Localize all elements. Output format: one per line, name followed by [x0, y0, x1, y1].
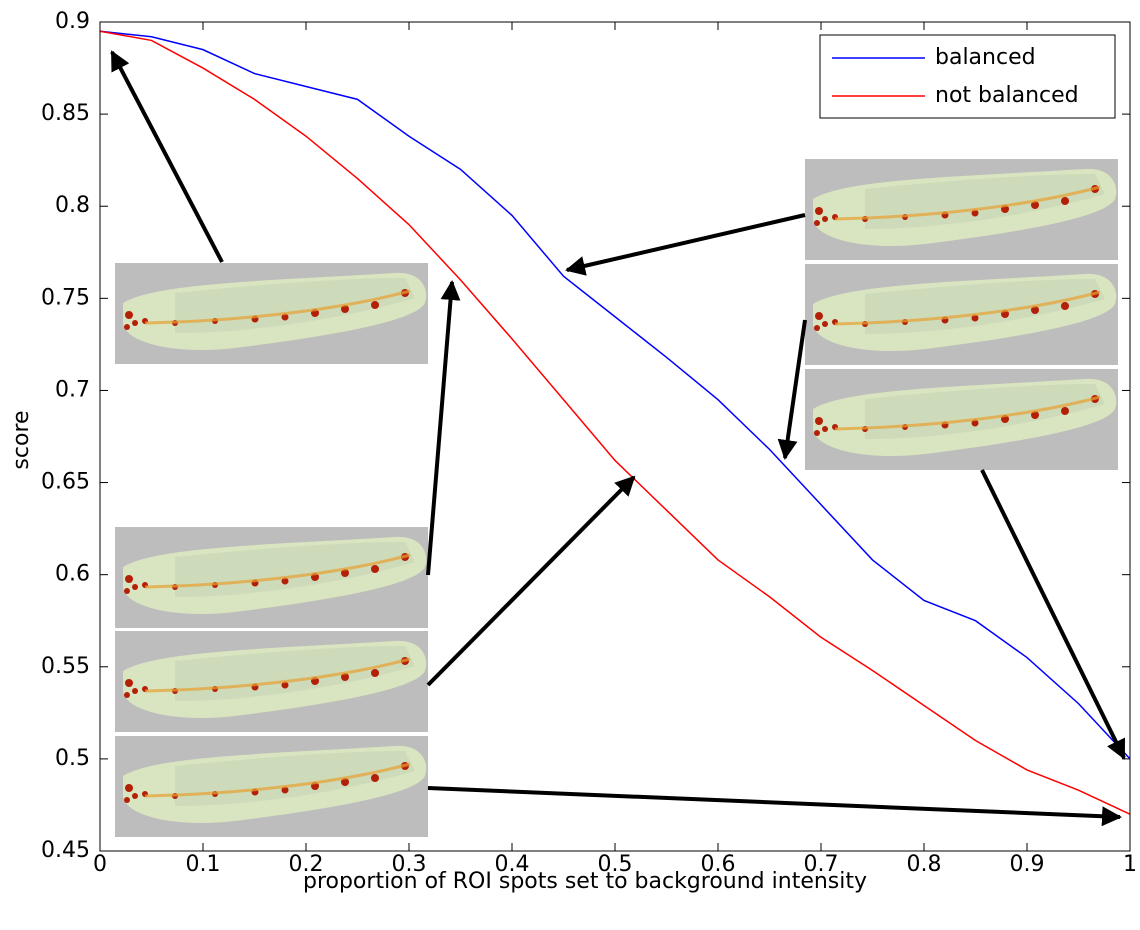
inset-image [803, 157, 1120, 262]
axes-frame [99, 21, 1131, 852]
line-series [99, 30, 1131, 760]
inset-image [113, 734, 430, 839]
arrow [777, 319, 807, 460]
x-tick-label: 0.1 [186, 852, 221, 877]
arrow [426, 280, 461, 576]
legend-label: balanced [935, 45, 1036, 70]
arrow [110, 50, 224, 263]
arrow [426, 475, 636, 687]
arrow [427, 786, 1122, 827]
y-tick-label: 0.55 [41, 654, 90, 679]
y-tick-label: 0.8 [55, 193, 90, 218]
y-tick-label: 0.9 [55, 9, 90, 34]
arrows [110, 50, 1126, 827]
x-tick-label: 0 [93, 852, 107, 877]
x-axis-label: proportion of ROI spots set to backgroun… [303, 869, 867, 894]
arrow [565, 213, 806, 276]
x-tick-label: 0.7 [804, 852, 839, 877]
inset-image [113, 261, 430, 366]
y-tick-label: 0.5 [55, 746, 90, 771]
y-tick-label: 0.65 [41, 470, 90, 495]
x-tick-label: 1 [1123, 852, 1137, 877]
x-tick-label: 0.6 [701, 852, 736, 877]
inset-image [803, 367, 1120, 472]
legend-label: not balanced [935, 83, 1079, 108]
x-tick-label: 0.9 [1010, 852, 1045, 877]
legend [819, 34, 1116, 119]
inset-image [803, 262, 1120, 367]
x-tick-label: 0.5 [598, 852, 633, 877]
y-axis-label: score [9, 410, 34, 469]
inset-image [113, 629, 430, 734]
y-tick-label: 0.45 [41, 838, 90, 863]
y-tick-label: 0.7 [55, 377, 90, 402]
x-tick-label: 0.2 [289, 852, 324, 877]
arrow [980, 469, 1126, 760]
y-tick-label: 0.85 [41, 101, 90, 126]
x-tick-label: 0.4 [495, 852, 530, 877]
inset-image [113, 525, 430, 630]
x-tick-label: 0.3 [392, 852, 427, 877]
y-tick-label: 0.6 [55, 562, 90, 587]
x-tick-label: 0.8 [907, 852, 942, 877]
y-tick-label: 0.75 [41, 285, 90, 310]
line-series [99, 30, 1131, 815]
